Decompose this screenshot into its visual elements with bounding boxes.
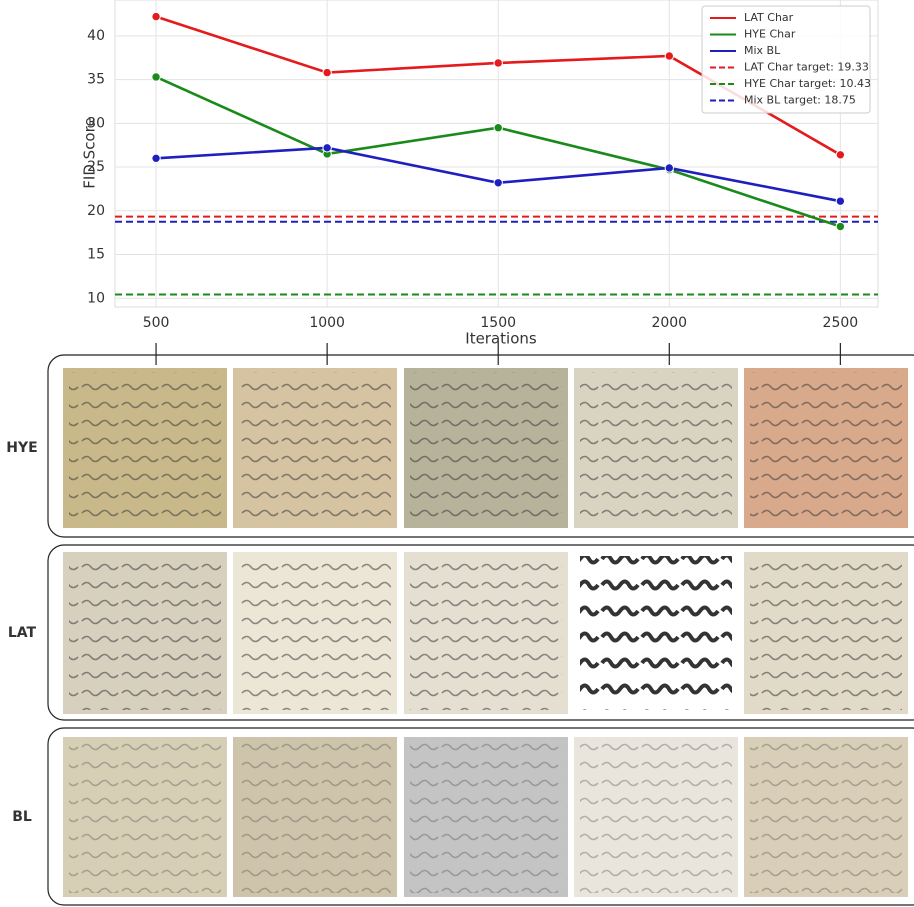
y-tick-label: 35 [87,72,105,88]
sample-ink [410,741,562,893]
sample-ink [69,556,221,710]
x-tick-label: 1500 [480,315,516,331]
point [835,196,846,206]
y-tick-label: 15 [87,247,105,263]
sample-ink [69,372,221,524]
sample-ink [750,741,902,893]
legend-box [701,5,871,114]
x-axis-label: Iterations [465,330,537,348]
point [835,221,846,232]
panel [47,544,914,721]
sample-ink [239,741,391,893]
sample-ink [750,372,902,524]
point [493,58,503,68]
legend-label: Mix BL [744,44,781,57]
sample-ink [239,372,391,524]
point [664,163,674,173]
sample-ink [410,372,562,524]
panel [47,354,914,538]
y-tick-label: 40 [87,28,105,44]
sample-ink [239,556,391,710]
sample-ink [69,741,221,893]
y-tick-label: 20 [87,203,105,219]
sample-ink [580,741,732,893]
point [493,122,503,133]
row-label: BL [12,809,32,825]
x-tick-label: 500 [143,315,170,331]
row-label: LAT [8,625,37,641]
x-tick-label: 2500 [823,315,859,331]
row-label: HYE [6,440,37,456]
legend-label: Mix BL target: 18.75 [744,94,856,107]
sample-ink [410,556,562,710]
sample-ink [750,556,902,710]
point [664,51,674,61]
legend-label: HYE Char [744,28,796,41]
y-tick-label: 30 [87,115,105,131]
point [493,178,503,188]
x-tick-label: 1000 [309,315,345,331]
legend-label: LAT Char [744,11,794,24]
sample-ink [580,372,732,524]
point [151,72,161,82]
sample-ink [580,556,732,710]
panel [47,727,914,906]
y-tick-label: 25 [87,159,105,175]
point [835,150,846,160]
y-tick-label: 10 [87,290,105,306]
point [322,67,332,78]
point [151,11,161,22]
x-tick-label: 2000 [651,315,687,331]
point [322,143,332,153]
legend-label: LAT Char target: 19.33 [744,61,869,74]
point [151,153,161,164]
legend-label: HYE Char target: 10.43 [744,77,871,90]
y-axis-label: FID Score [81,117,99,188]
